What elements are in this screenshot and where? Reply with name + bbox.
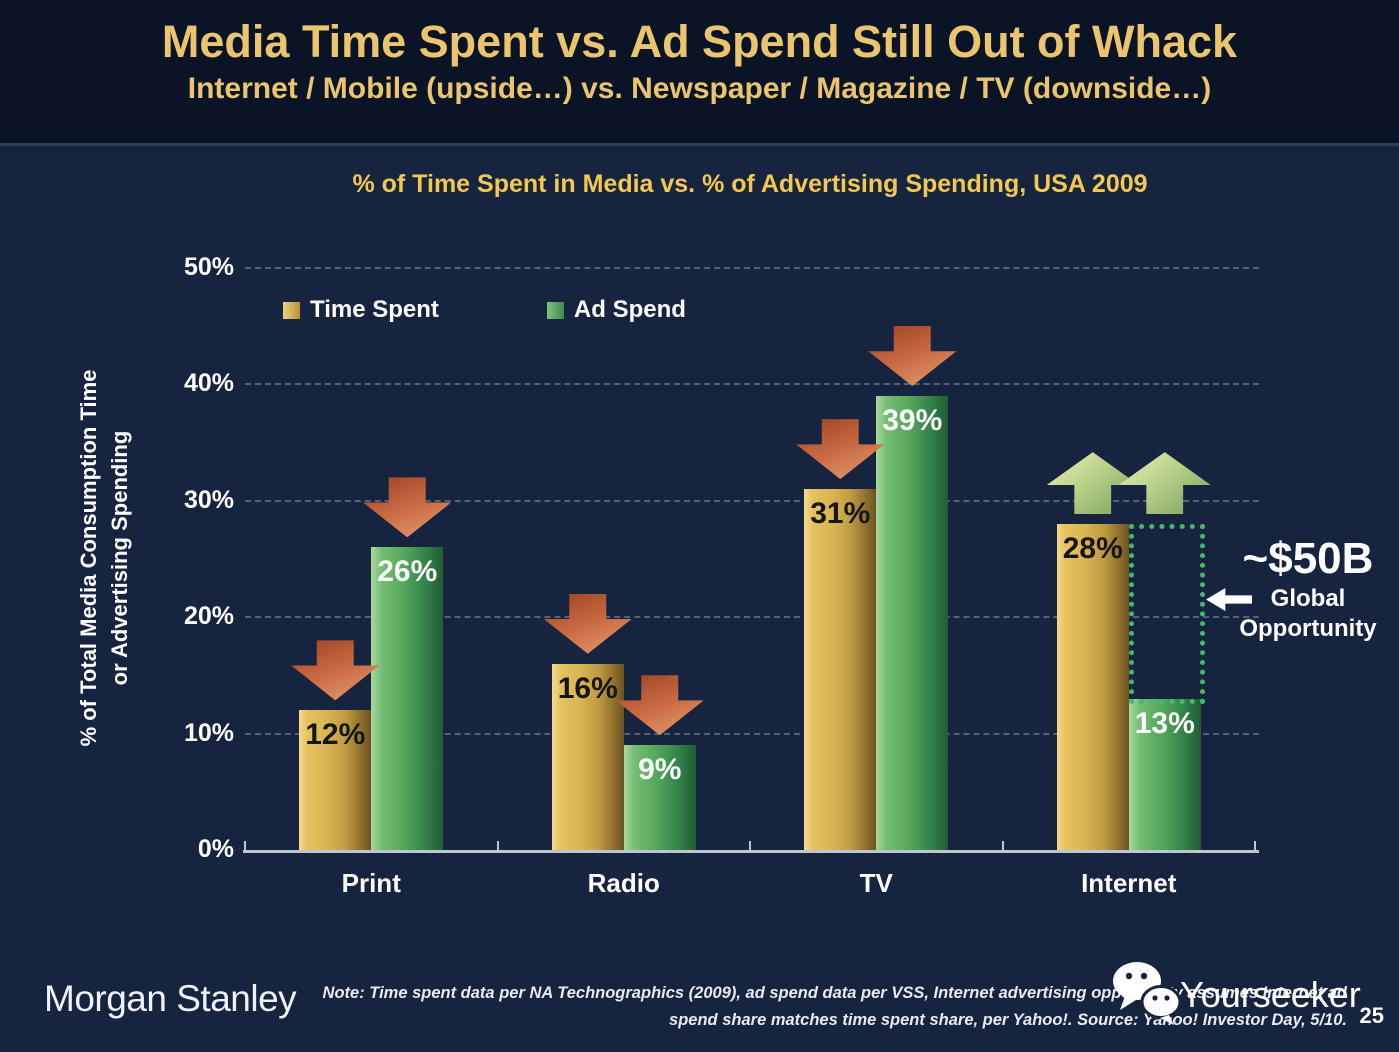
yourseeker-watermark: Yourseeker bbox=[1110, 958, 1361, 1031]
legend-item-ad-spend: Ad Spend bbox=[546, 296, 686, 324]
category-label-tv: TV bbox=[859, 868, 893, 898]
x-axis-line bbox=[243, 850, 1259, 853]
chart-title: % of Time Spent in Media vs. % of Advert… bbox=[352, 170, 1148, 198]
opportunity-gap-rect bbox=[1128, 524, 1205, 704]
legend-label-ad-spend: Ad Spend bbox=[573, 296, 686, 323]
bar-radio-time-spent: 16% bbox=[551, 663, 624, 850]
bar-value-label: 26% bbox=[377, 555, 438, 589]
trend-down-arrow-icon bbox=[543, 593, 632, 654]
bar-value-label: 13% bbox=[1134, 706, 1195, 740]
bar-value-label: 9% bbox=[638, 753, 682, 787]
time-spent-swatch-icon bbox=[283, 301, 300, 319]
x-axis-tick bbox=[749, 841, 751, 851]
opportunity-text-line1: Global bbox=[1270, 585, 1346, 612]
bar-radio-ad-spend: 9% bbox=[623, 745, 696, 850]
grid-line bbox=[245, 383, 1259, 386]
slide-header: Media Time Spent vs. Ad Spend Still Out … bbox=[0, 0, 1399, 146]
watermark-text: Yourseeker bbox=[1180, 973, 1361, 1015]
bar-internet-time-spent: 28% bbox=[1056, 524, 1129, 850]
page-number: 25 bbox=[1359, 1003, 1384, 1028]
grid-line bbox=[245, 267, 1259, 269]
opportunity-amount: ~$50B bbox=[1242, 534, 1374, 583]
bar-tv-time-spent: 31% bbox=[804, 489, 877, 850]
bar-value-label: 39% bbox=[882, 404, 943, 438]
bar-internet-ad-spend: 13% bbox=[1128, 698, 1201, 850]
grid-line bbox=[245, 616, 1259, 619]
trend-down-arrow-icon bbox=[868, 326, 957, 387]
opportunity-annotation: ~$50B Global Opportunity bbox=[1228, 534, 1388, 644]
opportunity-text-line2: Opportunity bbox=[1239, 615, 1377, 642]
x-axis-tick bbox=[496, 841, 499, 851]
x-axis-tick bbox=[244, 841, 246, 851]
wechat-icon bbox=[1110, 958, 1184, 1031]
bar-tv-ad-spend: 39% bbox=[876, 396, 949, 850]
category-label-internet: Internet bbox=[1081, 868, 1177, 898]
source-note: Note: Time spent data per NA Technograph… bbox=[323, 980, 1347, 1034]
trend-down-arrow-icon bbox=[615, 675, 704, 736]
category-label-radio: Radio bbox=[587, 868, 660, 898]
trend-down-arrow-icon bbox=[291, 640, 380, 701]
x-axis-tick bbox=[1254, 841, 1256, 851]
grid-line bbox=[245, 499, 1259, 502]
y-tick-label: 10% bbox=[183, 718, 234, 747]
morgan-stanley-logo: Morgan Stanley bbox=[44, 978, 297, 1019]
trend-up-arrow-icon bbox=[1118, 452, 1211, 515]
legend-item-time-spent: Time Spent bbox=[283, 296, 439, 324]
x-axis-tick bbox=[1001, 841, 1004, 851]
y-tick-label: 30% bbox=[183, 485, 234, 514]
slide-title: Media Time Spent vs. Ad Spend Still Out … bbox=[161, 16, 1238, 67]
source-note-line1: Note: Time spent data per NA Technograph… bbox=[322, 984, 1347, 1002]
bar-value-label: 16% bbox=[557, 671, 618, 705]
y-tick-label: 50% bbox=[183, 253, 234, 281]
bar-value-label: 31% bbox=[810, 497, 871, 531]
chart-legend: Time Spent Ad Spend bbox=[283, 296, 686, 324]
slide-subtitle: Internet / Mobile (upside…) vs. Newspape… bbox=[187, 72, 1212, 105]
category-label-print: Print bbox=[341, 868, 401, 898]
y-tick-label: 0% bbox=[197, 835, 234, 863]
source-note-line2: spend share matches time spent share, pe… bbox=[669, 1011, 1347, 1029]
legend-label-time-spent: Time Spent bbox=[310, 296, 439, 323]
bar-value-label: 12% bbox=[305, 718, 366, 752]
trend-down-arrow-icon bbox=[796, 419, 885, 480]
bar-print-time-spent: 12% bbox=[299, 710, 372, 850]
trend-down-arrow-icon bbox=[363, 477, 452, 538]
y-tick-label: 20% bbox=[183, 602, 234, 631]
bar-value-label: 28% bbox=[1062, 532, 1123, 566]
grid-line bbox=[245, 732, 1259, 735]
y-tick-label: 40% bbox=[183, 369, 234, 398]
bar-print-ad-spend: 26% bbox=[371, 547, 444, 850]
ad-spend-swatch-icon bbox=[546, 301, 564, 319]
